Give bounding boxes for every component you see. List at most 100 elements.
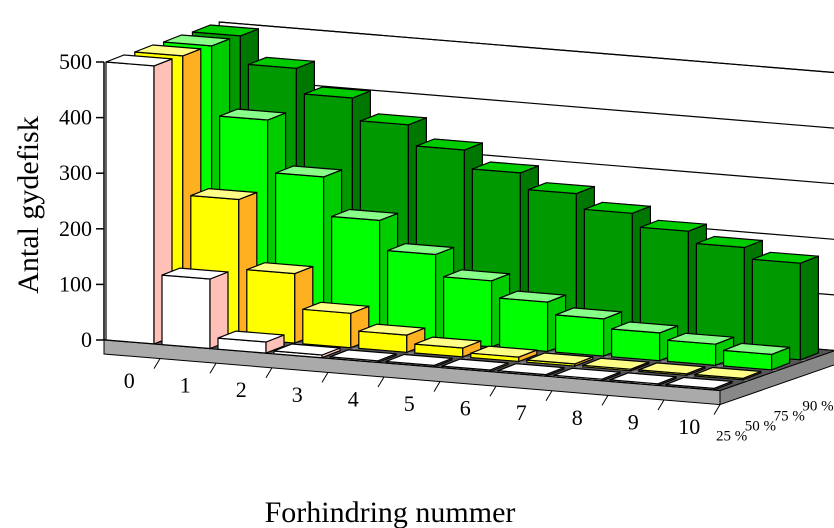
bar-top-face <box>667 332 734 345</box>
x-tick-label: 2 <box>236 377 247 402</box>
x-tick-mark <box>545 390 553 402</box>
x-tick-mark <box>153 358 161 369</box>
y-axis-title: Antal gydefisk <box>12 116 45 293</box>
floor-side <box>719 350 834 406</box>
bar <box>751 251 820 361</box>
x-tick-mark <box>433 381 441 392</box>
bar-top-face <box>723 342 790 356</box>
x-tick-label: 8 <box>572 405 583 430</box>
x-tick-mark <box>209 362 217 374</box>
bar-top-face <box>665 376 733 390</box>
x-tick-mark <box>265 367 273 379</box>
bar <box>414 336 482 358</box>
bar-top-face <box>694 366 762 380</box>
x-tick-label: 7 <box>516 400 527 425</box>
bar-top-face <box>360 113 427 126</box>
x-tick-label: 4 <box>348 386 359 411</box>
bar-front-face <box>105 61 155 345</box>
bar-top-face <box>553 367 621 380</box>
grid-line <box>219 77 834 129</box>
bar-top-face <box>696 235 763 249</box>
bar <box>441 358 509 373</box>
bar <box>217 330 285 354</box>
bar-top-face <box>752 251 819 264</box>
bar-top-face <box>329 349 397 362</box>
y-tick-label: 300 <box>59 160 92 185</box>
bar-front-face <box>610 328 661 362</box>
bar-top-face <box>358 323 426 336</box>
grid-line <box>219 21 834 74</box>
bar-front-face <box>554 314 605 357</box>
axes: 0 100 200 300 400 500 0 1 2 3 4 5 6 7 8 9 10 25 %50 %75 %… <box>59 49 834 445</box>
bar <box>638 362 706 377</box>
bar-top-face <box>499 290 566 303</box>
bar <box>694 366 762 381</box>
bar-front-face <box>161 274 211 350</box>
x-tick-mark <box>713 404 721 415</box>
x-tick-label: 3 <box>292 382 303 407</box>
bar-top-face <box>470 345 538 358</box>
bar-top-face <box>134 44 202 57</box>
bar-front-face <box>443 276 493 348</box>
bar-top-face <box>105 54 173 67</box>
x-tick-mark <box>657 399 665 411</box>
bar-top-face <box>217 330 285 343</box>
bar-top-face <box>497 363 565 376</box>
series-depth-label: 90 % <box>802 399 833 415</box>
bar <box>610 321 679 362</box>
bar-top-face <box>387 242 454 256</box>
bar-top-face <box>526 352 594 365</box>
bar <box>273 343 341 359</box>
y-tick-label: 400 <box>59 105 92 130</box>
bar-top-face <box>640 219 707 232</box>
bar <box>161 267 229 350</box>
y-tick-label: 100 <box>59 271 92 296</box>
bar-top-face <box>161 267 229 280</box>
bar-top-face <box>219 108 286 121</box>
y-tick-label: 500 <box>59 49 92 74</box>
bar <box>385 353 453 368</box>
series-depth-label: 75 % <box>774 409 805 425</box>
bar-top-face <box>331 208 398 222</box>
bar-front-face <box>302 308 352 349</box>
bar-top-face <box>190 187 258 201</box>
x-tick-mark <box>489 385 497 397</box>
bar-top-face <box>304 86 371 99</box>
bar <box>470 345 538 363</box>
bar-front-face <box>499 297 549 353</box>
bar-top-face <box>385 353 453 367</box>
bar-top-face <box>416 138 483 151</box>
bar <box>609 372 677 387</box>
bar-top-face <box>275 165 342 178</box>
x-tick-label: 0 <box>124 368 135 393</box>
bar <box>302 301 370 349</box>
y-tick-label: 0 <box>81 327 92 352</box>
bar-top-face <box>441 358 509 371</box>
y-tick-label: 200 <box>59 216 92 241</box>
bar <box>329 349 397 364</box>
bars <box>105 24 820 391</box>
bar-top-face <box>638 362 706 375</box>
x-tick-mark <box>601 395 609 406</box>
series-depth-label: 25 % <box>716 429 747 445</box>
x-tick-label: 10 <box>678 414 700 439</box>
bar-top-face <box>192 24 259 37</box>
bar-top-face <box>584 201 651 214</box>
bar-top-face <box>609 372 677 385</box>
bar-top-face <box>273 343 341 356</box>
bar <box>582 357 650 372</box>
bar <box>358 323 426 354</box>
bar-top-face <box>163 34 230 47</box>
bar-top-face <box>246 262 314 275</box>
x-tick-label: 5 <box>404 391 415 416</box>
bar <box>665 376 733 391</box>
bar-top-face <box>555 307 622 320</box>
bar-side-face <box>799 255 820 361</box>
bar <box>497 363 565 377</box>
x-axis-title: Forhindring nummer <box>265 496 516 528</box>
bar-top-face <box>582 357 650 370</box>
bar <box>526 352 594 367</box>
bar-top-face <box>414 336 482 349</box>
